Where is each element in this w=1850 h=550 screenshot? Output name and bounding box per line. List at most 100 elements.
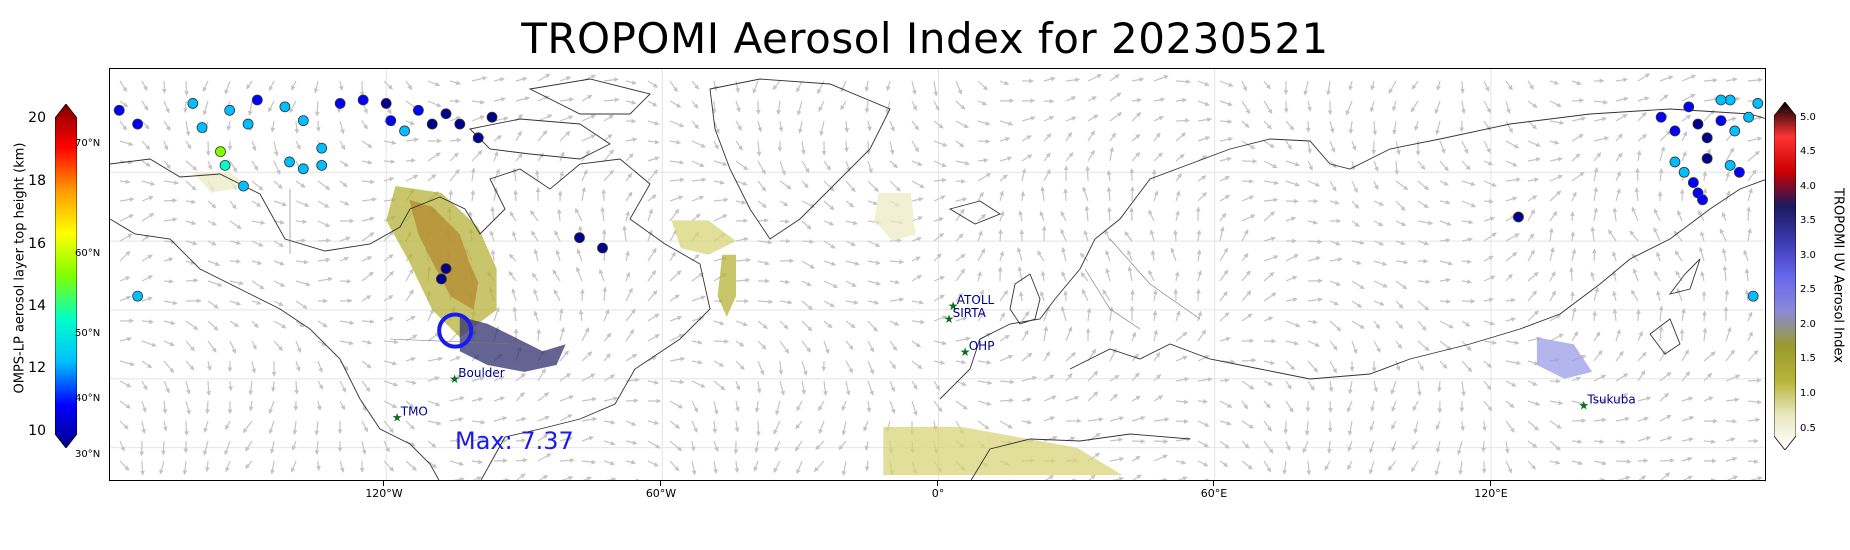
- wind-arrow: [1505, 120, 1513, 134]
- wind-arrow: [1593, 286, 1600, 302]
- wind-arrow: [316, 460, 321, 471]
- wind-arrow: [734, 460, 740, 474]
- wind-arrow: [559, 76, 572, 82]
- wind-arrow: [449, 152, 459, 162]
- wind-arrow: [713, 160, 728, 166]
- wind-arrow: [823, 280, 839, 288]
- wind-arrow: [844, 140, 849, 153]
- wind-arrow: [1063, 290, 1068, 302]
- wind-arrow: [1307, 160, 1313, 171]
- wind-arrow: [977, 172, 992, 182]
- wind-arrow: [1109, 416, 1125, 422]
- wind-arrow: [1104, 229, 1111, 242]
- wind-arrow: [845, 180, 856, 193]
- wind-arrow: [955, 178, 966, 184]
- wind-arrow: [1505, 233, 1520, 242]
- wind-arrow: [796, 100, 803, 116]
- wind-arrow: [251, 320, 259, 329]
- wind-arrow: [1725, 326, 1732, 342]
- wind-arrow: [1590, 271, 1595, 282]
- wind-arrow: [713, 339, 730, 344]
- wind-arrow: [1285, 254, 1299, 262]
- right-colorbar: [1773, 101, 1797, 451]
- wind-arrow: [405, 120, 416, 126]
- wind-arrow: [1483, 297, 1494, 303]
- wind-arrow: [361, 271, 374, 282]
- wind-arrow: [1197, 460, 1209, 467]
- wind-arrow: [361, 216, 375, 222]
- wind-arrow: [1021, 168, 1027, 182]
- wind-arrow: [889, 297, 905, 303]
- wind-arrow: [1285, 275, 1298, 282]
- right-tick-2-5: 2.5: [1800, 284, 1816, 295]
- wind-arrow: [1635, 309, 1641, 322]
- wind-arrow: [295, 200, 310, 207]
- wind-arrow: [1106, 169, 1112, 182]
- wind-arrow: [1219, 440, 1230, 449]
- station-label: ATOLL: [957, 293, 995, 307]
- wind-arrow: [449, 417, 464, 422]
- wind-arrow: [1087, 149, 1095, 162]
- wind-arrow: [574, 207, 583, 222]
- wind-arrow: [1593, 398, 1607, 403]
- wind-arrow: [427, 356, 444, 362]
- wind-arrow: [449, 169, 460, 182]
- wind-arrow: [822, 380, 828, 396]
- wind-arrow: [316, 400, 322, 411]
- wind-arrow: [1483, 232, 1497, 242]
- wind-arrow: [1747, 331, 1753, 342]
- wind-arrow: [1175, 377, 1190, 382]
- wind-arrow: [647, 80, 659, 88]
- wind-arrow: [889, 180, 901, 192]
- wind-arrow: [1153, 395, 1164, 402]
- wind-arrow: [1461, 360, 1473, 373]
- wind-arrow: [1219, 312, 1230, 322]
- wind-arrow: [1148, 209, 1155, 222]
- wind-arrow: [1637, 111, 1647, 122]
- wind-arrow: [161, 80, 167, 94]
- wind-arrow: [977, 213, 987, 222]
- wind-arrow: [933, 195, 946, 202]
- wind-arrow: [977, 157, 989, 163]
- wind-arrow: [1549, 460, 1561, 465]
- wind-arrow: [1204, 478, 1211, 480]
- wind-arrow: [1060, 228, 1067, 242]
- wind-arrow: [317, 200, 330, 208]
- right-tick-0-5: 0.5: [1800, 423, 1816, 434]
- wind-arrow: [757, 180, 767, 192]
- lat-label-50n: 50°N: [75, 328, 101, 339]
- wind-arrow: [1219, 119, 1233, 124]
- wind-arrow: [1043, 395, 1057, 402]
- wind-arrow: [1634, 186, 1640, 202]
- wind-arrow: [581, 416, 598, 422]
- wind-arrow: [999, 174, 1008, 182]
- wind-arrow: [801, 280, 812, 287]
- wind-arrow: [823, 200, 835, 211]
- wind-arrow: [1549, 290, 1556, 302]
- wind-arrow: [1109, 437, 1124, 443]
- wind-arrow: [955, 80, 963, 95]
- wind-arrow: [1197, 310, 1203, 322]
- wind-arrow: [1461, 259, 1472, 264]
- wind-arrow: [757, 320, 768, 329]
- wind-arrow: [1326, 440, 1332, 454]
- wind-arrow: [999, 190, 1004, 202]
- wind-arrow: [270, 380, 276, 393]
- wind-arrow: [185, 199, 197, 205]
- wind-arrow: [339, 340, 354, 346]
- wind-arrow: [537, 152, 544, 162]
- wind-arrow: [1719, 228, 1727, 242]
- wind-arrow: [1681, 456, 1693, 462]
- wind-arrow: [977, 311, 986, 322]
- wind-arrow: [911, 160, 923, 166]
- wind-arrow: [999, 398, 1015, 403]
- wind-arrow: [1637, 73, 1651, 82]
- wind-arrow: [933, 140, 948, 147]
- wind-arrow: [225, 420, 231, 431]
- wind-arrow: [1018, 210, 1024, 222]
- wind-arrow: [1043, 374, 1055, 382]
- wind-arrow: [119, 360, 135, 367]
- wind-arrow: [867, 300, 880, 305]
- wind-arrow: [1219, 156, 1232, 162]
- wind-arrow: [1549, 100, 1562, 108]
